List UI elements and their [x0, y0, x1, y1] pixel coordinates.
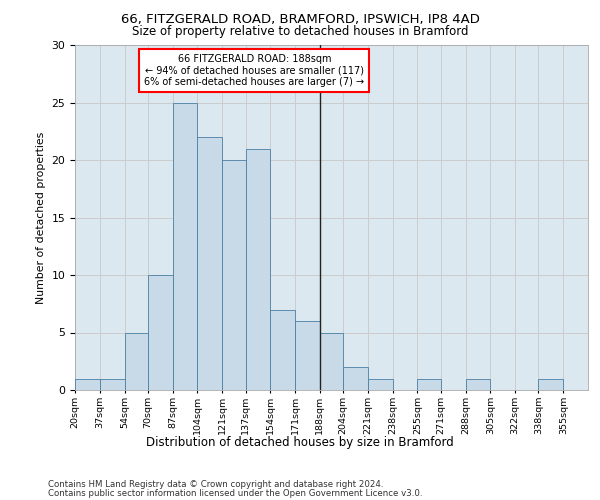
Bar — [75, 378, 100, 390]
Bar — [197, 137, 222, 390]
Text: Contains HM Land Registry data © Crown copyright and database right 2024.: Contains HM Land Registry data © Crown c… — [48, 480, 383, 489]
Bar — [245, 148, 270, 390]
Text: Size of property relative to detached houses in Bramford: Size of property relative to detached ho… — [132, 25, 468, 38]
Bar — [148, 275, 173, 390]
Bar — [270, 310, 295, 390]
Bar — [343, 367, 368, 390]
Text: Distribution of detached houses by size in Bramford: Distribution of detached houses by size … — [146, 436, 454, 449]
Text: 66 FITZGERALD ROAD: 188sqm
← 94% of detached houses are smaller (117)
6% of semi: 66 FITZGERALD ROAD: 188sqm ← 94% of deta… — [144, 54, 364, 88]
Bar — [100, 378, 125, 390]
Bar — [222, 160, 245, 390]
Bar — [173, 102, 197, 390]
Bar — [368, 378, 393, 390]
Bar — [295, 321, 320, 390]
Bar — [538, 378, 563, 390]
Bar — [125, 332, 148, 390]
Text: Contains public sector information licensed under the Open Government Licence v3: Contains public sector information licen… — [48, 488, 422, 498]
Bar — [320, 332, 343, 390]
Y-axis label: Number of detached properties: Number of detached properties — [36, 132, 46, 304]
Text: 66, FITZGERALD ROAD, BRAMFORD, IPSWICH, IP8 4AD: 66, FITZGERALD ROAD, BRAMFORD, IPSWICH, … — [121, 12, 479, 26]
Bar — [466, 378, 490, 390]
Bar — [418, 378, 441, 390]
